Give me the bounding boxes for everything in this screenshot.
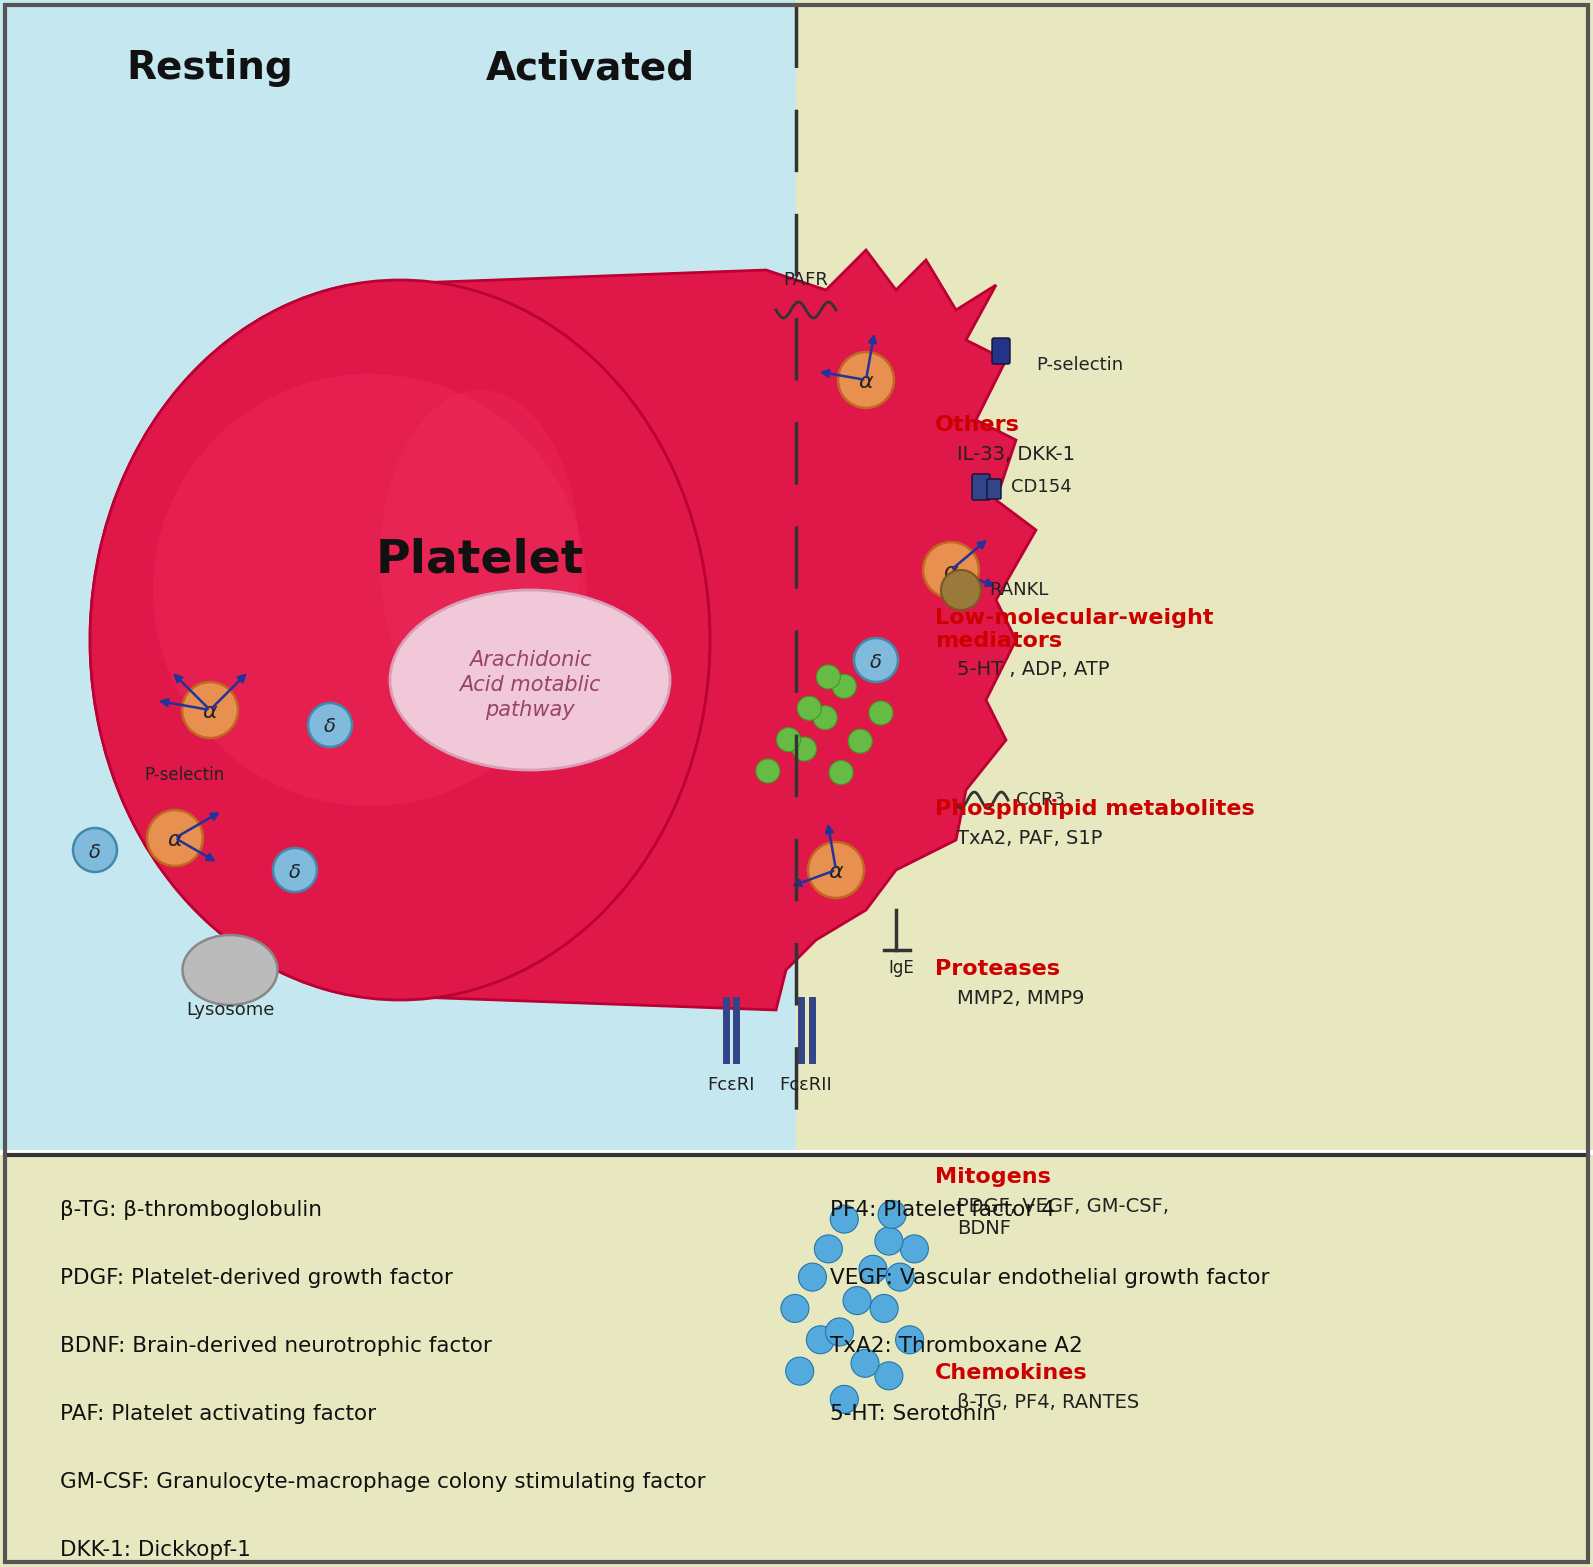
Circle shape [838, 353, 894, 407]
Text: Low-molecular-weight
mediators: Low-molecular-weight mediators [935, 608, 1214, 652]
Text: Lysosome: Lysosome [186, 1001, 274, 1019]
Circle shape [851, 1349, 879, 1377]
Circle shape [886, 1263, 914, 1291]
Circle shape [830, 1205, 859, 1233]
Circle shape [870, 1294, 898, 1323]
Polygon shape [91, 251, 1035, 1011]
Text: α: α [202, 702, 217, 722]
Text: Arachidonic: Arachidonic [468, 650, 591, 671]
Circle shape [182, 682, 237, 738]
Text: δ: δ [323, 718, 336, 736]
Text: 5-HT: Serotonin: 5-HT: Serotonin [830, 1404, 996, 1424]
Text: GM-CSF: Granulocyte-macrophage colony stimulating factor: GM-CSF: Granulocyte-macrophage colony st… [61, 1471, 706, 1492]
Circle shape [798, 1263, 827, 1291]
Circle shape [781, 1294, 809, 1323]
Circle shape [922, 542, 980, 599]
Ellipse shape [183, 935, 277, 1004]
Circle shape [73, 827, 116, 871]
Text: DKK-1: Dickkopf-1: DKK-1: Dickkopf-1 [61, 1540, 250, 1561]
FancyBboxPatch shape [972, 473, 989, 500]
Text: Phospholipid metabolites: Phospholipid metabolites [935, 799, 1255, 820]
Bar [796, 0, 1593, 1150]
Text: PAFR: PAFR [784, 271, 828, 288]
Text: Others: Others [935, 415, 1020, 436]
Ellipse shape [381, 390, 580, 730]
Circle shape [868, 700, 894, 726]
Circle shape [830, 1385, 859, 1413]
Text: FcεRI: FcεRI [707, 1077, 755, 1094]
Text: P-selectin: P-selectin [1035, 356, 1123, 375]
Circle shape [852, 646, 878, 671]
Circle shape [792, 736, 817, 762]
Text: P-selectin: P-selectin [145, 766, 225, 784]
FancyBboxPatch shape [992, 338, 1010, 364]
Text: δ: δ [288, 862, 301, 882]
Text: PDGF: Platelet-derived growth factor: PDGF: Platelet-derived growth factor [61, 1268, 452, 1288]
Text: α: α [167, 831, 182, 849]
Circle shape [806, 1326, 835, 1354]
Ellipse shape [390, 591, 671, 769]
Text: Platelet: Platelet [376, 537, 585, 583]
Text: Activated: Activated [486, 49, 695, 88]
Text: CD154: CD154 [1012, 478, 1072, 497]
Circle shape [895, 1326, 924, 1354]
Text: TxA2: Thromboxane A2: TxA2: Thromboxane A2 [830, 1337, 1083, 1355]
Bar [0, 1155, 1593, 1567]
Circle shape [859, 1255, 887, 1283]
Text: IgE: IgE [889, 959, 914, 976]
Circle shape [828, 760, 854, 785]
Circle shape [875, 1362, 903, 1390]
Circle shape [847, 729, 873, 754]
Circle shape [272, 848, 317, 892]
Circle shape [808, 841, 863, 898]
Circle shape [307, 704, 352, 747]
Circle shape [854, 638, 898, 682]
Bar [0, 0, 796, 1150]
Text: 5-HT , ADP, ATP: 5-HT , ADP, ATP [957, 660, 1109, 679]
Text: α: α [828, 862, 843, 882]
Circle shape [812, 705, 838, 730]
Text: PF4: Platelet factor 4: PF4: Platelet factor 4 [830, 1200, 1055, 1221]
Ellipse shape [153, 375, 586, 805]
Text: IL-33, DKK-1: IL-33, DKK-1 [957, 445, 1075, 464]
Ellipse shape [89, 280, 710, 1000]
Text: VEGF: Vascular endothelial growth factor: VEGF: Vascular endothelial growth factor [830, 1268, 1270, 1288]
Circle shape [843, 1287, 871, 1315]
Text: Proteases: Proteases [935, 959, 1059, 979]
Text: TxA2, PAF, S1P: TxA2, PAF, S1P [957, 829, 1102, 848]
Circle shape [900, 1235, 929, 1263]
Circle shape [814, 1235, 843, 1263]
Text: δ: δ [89, 843, 100, 862]
Text: α: α [859, 371, 873, 392]
Circle shape [878, 1200, 906, 1229]
Circle shape [776, 727, 801, 752]
Text: FcεRII: FcεRII [779, 1077, 833, 1094]
Text: β-TG, PF4, RANTES: β-TG, PF4, RANTES [957, 1393, 1139, 1412]
Text: Acid motablic: Acid motablic [459, 675, 601, 696]
FancyBboxPatch shape [988, 480, 1000, 498]
Circle shape [941, 570, 981, 610]
Text: BDNF: Brain-derived neurotrophic factor: BDNF: Brain-derived neurotrophic factor [61, 1337, 492, 1355]
Text: α: α [943, 563, 959, 581]
Circle shape [796, 696, 822, 721]
Text: CCR3: CCR3 [1016, 791, 1066, 809]
Text: PDGF, VEGF, GM-CSF,
BDNF: PDGF, VEGF, GM-CSF, BDNF [957, 1197, 1169, 1238]
Circle shape [832, 674, 857, 699]
Text: Resting: Resting [126, 49, 293, 88]
Circle shape [875, 1227, 903, 1255]
Text: Mitogens: Mitogens [935, 1167, 1051, 1188]
Circle shape [147, 810, 202, 867]
Circle shape [755, 758, 781, 784]
Circle shape [816, 664, 841, 689]
Text: δ: δ [870, 652, 883, 672]
Circle shape [785, 1357, 814, 1385]
Text: RANKL: RANKL [989, 581, 1048, 599]
Circle shape [825, 1318, 854, 1346]
Text: Chemokines: Chemokines [935, 1363, 1088, 1384]
Text: MMP2, MMP9: MMP2, MMP9 [957, 989, 1085, 1008]
Text: β-TG: β-thromboglobulin: β-TG: β-thromboglobulin [61, 1200, 322, 1221]
Text: PAF: Platelet activating factor: PAF: Platelet activating factor [61, 1404, 376, 1424]
Text: pathway: pathway [486, 700, 575, 719]
